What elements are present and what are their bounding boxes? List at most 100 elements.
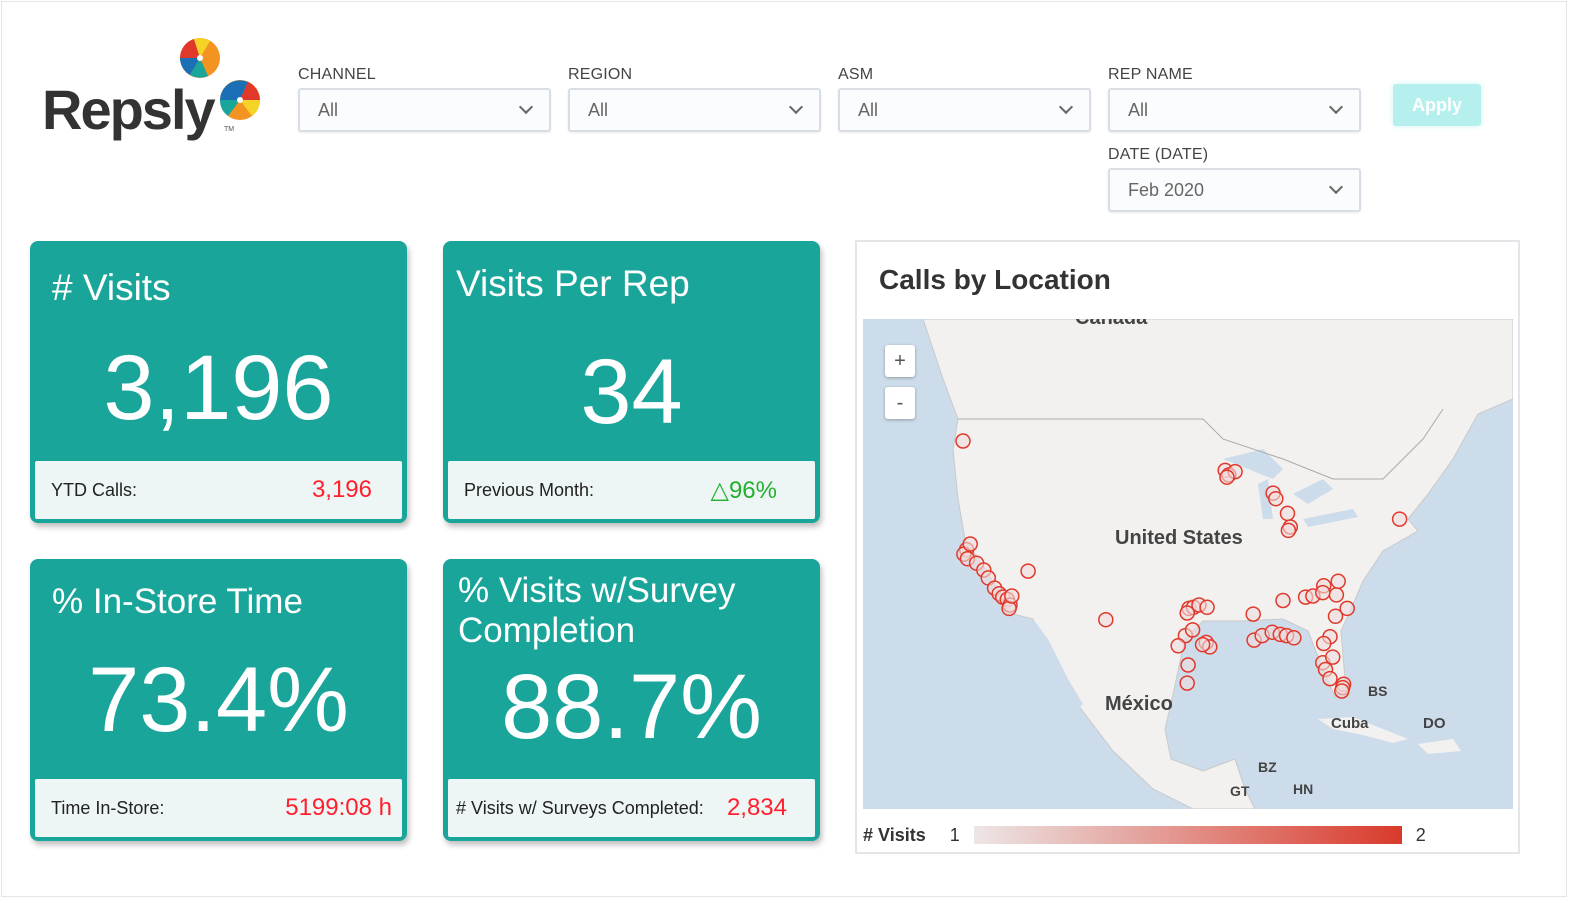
card-footer: # Visits w/ Surveys Completed: 2,834 (448, 779, 815, 837)
survey-completion-card: % Visits w/Survey Completion 88.7% # Vis… (443, 559, 820, 841)
map-label-hn: HN (1293, 781, 1314, 797)
location-marker[interactable] (1180, 657, 1196, 673)
location-marker[interactable] (1179, 675, 1195, 691)
marker-layer (955, 433, 1408, 699)
location-marker[interactable] (1098, 611, 1114, 628)
cuba-land (1318, 717, 1408, 743)
card-title: Visits Per Rep (456, 263, 690, 304)
location-marker[interactable] (1268, 490, 1284, 507)
map-label-bs: BS (1368, 683, 1388, 699)
footer-value: 3,196 (311, 476, 372, 503)
chevron-down-icon (788, 99, 804, 115)
select-value: Feb 2020 (1128, 179, 1205, 200)
location-marker[interactable] (1199, 599, 1215, 616)
location-marker[interactable] (1001, 600, 1017, 617)
map-legend: # Visits 1 2 (863, 822, 1513, 848)
select-value: All (318, 99, 339, 120)
map-title: Calls by Location (879, 264, 1111, 295)
location-marker[interactable] (1315, 584, 1331, 601)
location-marker[interactable] (1391, 511, 1408, 527)
chevron-down-icon (1328, 99, 1344, 115)
date-filter: DATE (DATE) Feb 2020 (1108, 146, 1361, 212)
north-america-land (922, 319, 1513, 809)
logo-mark-icon (180, 38, 260, 120)
card-footer: YTD Calls: 3,196 (35, 461, 402, 519)
filter-label: DATE (DATE) (1108, 146, 1209, 163)
map-label-do: DO (1423, 715, 1446, 732)
zoom-out-button[interactable]: - (885, 387, 915, 419)
map-label-mexico: México (1105, 693, 1173, 715)
location-marker[interactable] (1334, 683, 1350, 699)
card-title: % Visits w/Survey Completion (458, 571, 736, 650)
location-marker[interactable] (1322, 670, 1338, 687)
footer-label: Previous Month: (464, 479, 595, 500)
region-select[interactable]: All (568, 88, 821, 132)
location-marker[interactable] (962, 536, 978, 552)
channel-select[interactable]: All (298, 88, 551, 132)
asm-select[interactable]: All (838, 88, 1091, 132)
location-marker[interactable] (1339, 600, 1355, 617)
logo-text: Repsly (42, 78, 216, 141)
map-label-canada: Canada (1075, 319, 1147, 330)
location-marker[interactable] (1020, 563, 1036, 579)
rep-name-filter: REP NAME All (1108, 66, 1361, 132)
card-footer: Previous Month: △96% (448, 461, 815, 519)
great-lakes (1223, 449, 1358, 527)
repsly-logo: Repsly TM (40, 30, 270, 141)
select-value: All (1128, 99, 1149, 120)
location-marker[interactable] (1179, 605, 1195, 621)
footer-label: Time In-Store: (51, 797, 165, 818)
us-canada-border (958, 408, 1444, 480)
channel-filter: CHANNEL All (298, 66, 551, 132)
location-marker[interactable] (1324, 649, 1341, 665)
calls-by-location-panel: Calls by Location + - Canada United Stat… (855, 240, 1520, 854)
map-canvas[interactable]: + - Canada United States México BS Cuba … (863, 319, 1513, 809)
logo-tm: TM (224, 126, 235, 133)
location-marker[interactable] (1327, 608, 1344, 625)
filter-label: ASM (838, 66, 874, 83)
location-marker[interactable] (1328, 587, 1345, 603)
card-value: 34 (580, 341, 683, 443)
apply-button[interactable]: Apply (1393, 84, 1481, 126)
visits-card: # Visits 3,196 YTD Calls: 3,196 (30, 241, 407, 523)
location-marker[interactable] (1315, 635, 1332, 652)
location-marker[interactable] (1194, 636, 1211, 653)
card-value: 73.4% (88, 649, 349, 751)
footer-value: 5199:08 h (285, 794, 392, 821)
location-marker[interactable] (1330, 573, 1346, 590)
location-marker[interactable] (1275, 592, 1291, 609)
baja-gulf (1033, 619, 1083, 711)
location-marker[interactable] (1286, 630, 1302, 646)
select-value: All (588, 99, 609, 120)
rep-name-select[interactable]: All (1108, 88, 1361, 132)
map-label-gt: GT (1230, 783, 1250, 799)
chevron-down-icon (518, 99, 534, 115)
card-title: % In-Store Time (52, 582, 303, 621)
location-marker[interactable] (1280, 522, 1297, 539)
location-marker[interactable] (1279, 505, 1296, 522)
card-value: 3,196 (103, 337, 334, 439)
location-marker[interactable] (955, 433, 971, 449)
legend-label: # Visits (863, 824, 926, 845)
footer-value: 2,834 (726, 794, 787, 821)
map-svg (922, 319, 1513, 809)
legend-min: 1 (949, 824, 960, 845)
chevron-down-icon (1328, 179, 1344, 195)
zoom-in-button[interactable]: + (885, 345, 915, 377)
map-label-us: United States (1115, 527, 1243, 549)
location-marker[interactable] (1219, 469, 1235, 485)
location-marker[interactable] (1184, 622, 1201, 638)
date-select[interactable]: Feb 2020 (1108, 168, 1361, 212)
visits-per-rep-card: Visits Per Rep 34 Previous Month: △96% (443, 241, 820, 523)
footer-value: △96% (710, 476, 778, 504)
card-title: # Visits (52, 267, 171, 308)
location-marker[interactable] (1245, 606, 1261, 622)
select-value: All (858, 99, 879, 120)
chevron-down-icon (1058, 99, 1074, 115)
legend-gradient (973, 826, 1402, 844)
footer-label: # Visits w/ Surveys Completed: (456, 797, 704, 818)
location-marker[interactable] (1004, 588, 1020, 604)
footer-label: YTD Calls: (51, 479, 138, 500)
location-marker[interactable] (1170, 638, 1186, 654)
